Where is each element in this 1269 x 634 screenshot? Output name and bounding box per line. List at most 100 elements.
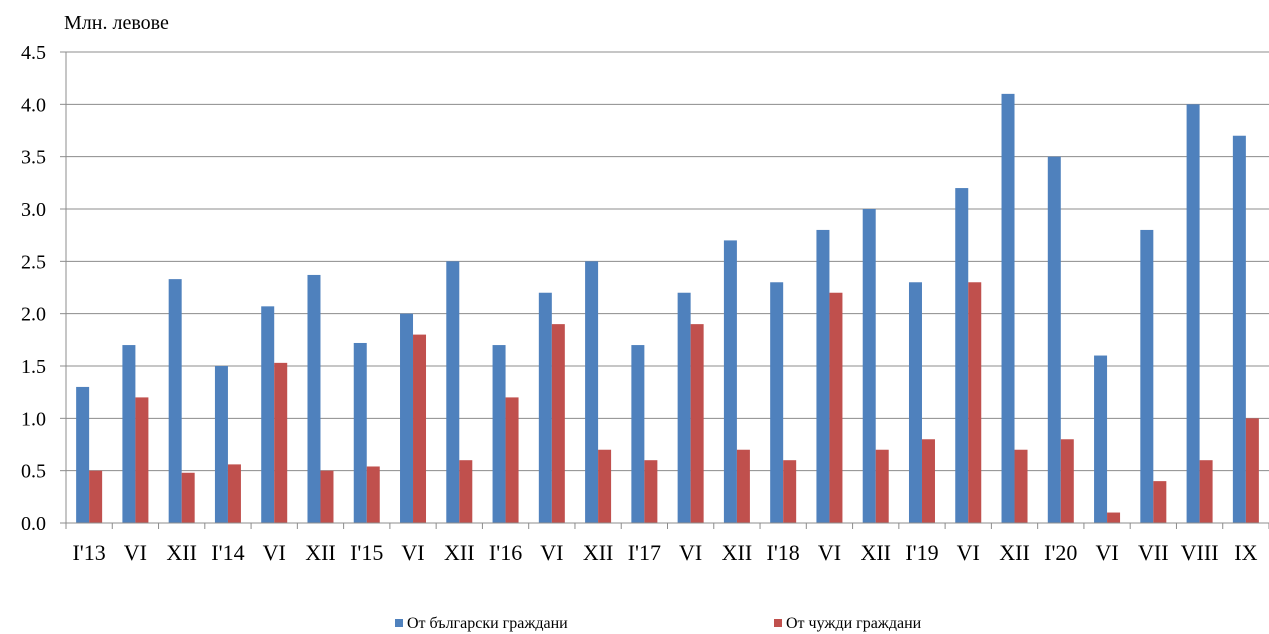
- bar-foreign: [1060, 439, 1074, 523]
- bar-bg: [76, 386, 90, 523]
- x-tick-label: XII: [583, 540, 614, 565]
- bar-foreign: [1245, 418, 1259, 523]
- bars: [76, 93, 1259, 524]
- x-tick-label: I'20: [1044, 540, 1077, 565]
- x-tick-label: XII: [166, 540, 197, 565]
- bar-foreign: [227, 464, 241, 523]
- bar-bg: [1094, 355, 1108, 523]
- bar-bg: [214, 366, 228, 523]
- bar-bg: [585, 261, 599, 523]
- legend-swatch-foreign: [774, 619, 782, 627]
- y-tick-label: 3.5: [21, 147, 46, 169]
- y-tick-label: 2.5: [21, 251, 46, 273]
- y-tick-label: 2.0: [21, 304, 46, 326]
- x-tick-label: VII: [1138, 540, 1169, 565]
- x-tick-label: I'13: [72, 540, 105, 565]
- bar-foreign: [644, 460, 658, 523]
- bar-bg: [677, 292, 691, 523]
- bar-foreign: [1153, 481, 1167, 523]
- bar-bg: [446, 261, 460, 523]
- legend-label-foreign: От чужди граждани: [786, 615, 922, 632]
- y-tick-label: 1.0: [21, 408, 46, 430]
- bar-bg: [1047, 156, 1061, 523]
- x-tick-label: XII: [444, 540, 475, 565]
- y-tick-label: 1.5: [21, 356, 46, 378]
- bar-bg: [955, 188, 969, 524]
- bar-bg: [1232, 135, 1246, 523]
- x-tick-label: I'17: [628, 540, 661, 565]
- bar-bg: [816, 229, 830, 523]
- x-tick-label: XII: [999, 540, 1030, 565]
- bar-bg: [908, 282, 922, 523]
- y-tick-label: 4.5: [21, 42, 46, 64]
- x-tick-label: VI: [263, 540, 286, 565]
- bar-foreign: [1107, 512, 1121, 523]
- legend-item-bg: От български граждани: [395, 614, 568, 634]
- axes: [60, 51, 1269, 529]
- bar-bg: [492, 345, 506, 523]
- x-tick-label: I'18: [767, 540, 800, 565]
- bar-bg: [538, 292, 552, 523]
- bar-bg: [400, 313, 414, 523]
- bar-foreign: [459, 460, 473, 523]
- x-tick-label: I'16: [489, 540, 522, 565]
- bar-foreign: [783, 460, 797, 523]
- bar-foreign: [181, 472, 195, 523]
- x-tick-label: VI: [957, 540, 980, 565]
- legend-swatch-bg: [395, 619, 403, 627]
- x-tick-label: VI: [818, 540, 841, 565]
- bar-foreign: [598, 449, 612, 523]
- y-axis-label: Млн. левове: [64, 12, 169, 34]
- bar-foreign: [505, 397, 519, 523]
- bar-bg: [862, 209, 876, 523]
- x-tick-labels: I'13 VI XII I'14 VI XII I'15 VI XII I'16 VI XII I'17…: [72, 540, 1257, 565]
- bar-bg: [770, 282, 784, 523]
- x-tick-label: VI: [679, 540, 702, 565]
- x-tick-label: I'15: [350, 540, 383, 565]
- y-tick-label: 0.0: [21, 513, 46, 535]
- y-tick-label: 3.0: [21, 199, 46, 221]
- y-tick-labels: 0.0 0.5 1.0 1.5 2.0 2.5 3.0 3.5 4.0 4.5: [21, 42, 46, 535]
- x-tick-label: XII: [305, 540, 336, 565]
- bar-bg: [1186, 104, 1200, 523]
- bar-bg: [1140, 229, 1154, 523]
- bar-foreign: [875, 449, 889, 523]
- x-tick-label: VI: [540, 540, 563, 565]
- x-tick-label: XII: [722, 540, 753, 565]
- bar-bg: [1001, 93, 1015, 523]
- bar-bg: [122, 345, 136, 523]
- bar-bg: [353, 342, 367, 523]
- bar-foreign: [829, 292, 843, 523]
- bar-foreign: [968, 282, 982, 523]
- y-tick-label: 0.5: [21, 461, 46, 483]
- bar-bg: [307, 274, 321, 523]
- bar-foreign: [551, 324, 565, 523]
- bar-foreign: [736, 449, 750, 523]
- x-tick-label: VIII: [1181, 540, 1219, 565]
- bar-bg: [261, 306, 275, 523]
- legend-item-foreign: От чужди граждани: [774, 614, 921, 634]
- bar-foreign: [89, 470, 103, 523]
- bar-bg: [168, 279, 182, 523]
- y-tick-label: 4.0: [21, 94, 46, 116]
- gridlines: [66, 51, 1269, 472]
- bar-foreign: [320, 470, 334, 523]
- x-tick-label: VI: [124, 540, 147, 565]
- x-tick-label: XII: [860, 540, 891, 565]
- bar-foreign: [1014, 449, 1028, 523]
- x-tick-label: IX: [1234, 540, 1257, 565]
- bar-foreign: [366, 466, 380, 523]
- x-tick-label: I'14: [211, 540, 244, 565]
- bar-foreign: [1199, 460, 1213, 523]
- bar-foreign: [135, 397, 149, 523]
- bar-foreign: [413, 334, 427, 523]
- x-tick-label: I'19: [905, 540, 938, 565]
- bar-foreign: [921, 439, 935, 523]
- bar-bg: [631, 345, 645, 523]
- bar-foreign: [274, 362, 288, 523]
- legend-label-bg: От български граждани: [407, 615, 568, 632]
- bar-bg: [723, 240, 737, 523]
- x-tick-label: VI: [1095, 540, 1118, 565]
- bar-foreign: [690, 324, 704, 523]
